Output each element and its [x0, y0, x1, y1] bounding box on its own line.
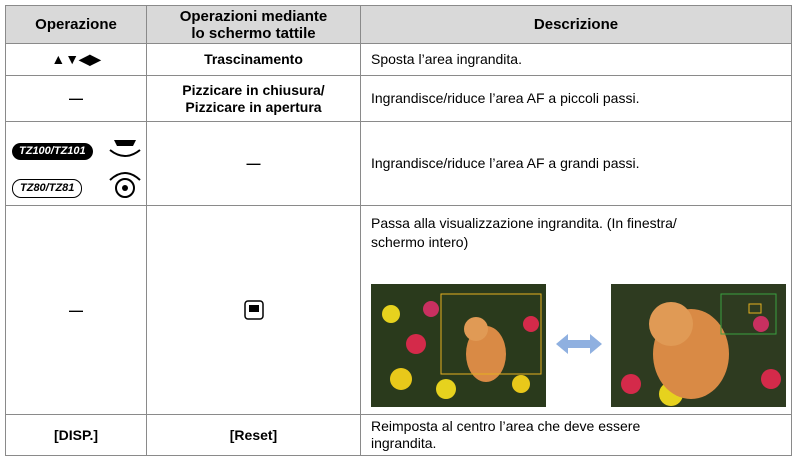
header-cell: Operazione: [5, 5, 147, 44]
header-cell: Descrizione: [360, 5, 792, 44]
model-tag: TZ100/TZ101: [12, 143, 93, 160]
operation: ▲▼◀▶: [5, 43, 147, 76]
description: Ingrandisce/riduce l’area AF a piccoli p…: [360, 75, 792, 122]
description: Sposta l’area ingrandita.: [360, 43, 792, 76]
operation: TZ100/TZ101 TZ80/TZ81: [5, 121, 147, 206]
operation: —: [5, 75, 147, 122]
touch: —: [146, 121, 361, 206]
description: Passa alla visualizzazione ingrandita. (…: [371, 215, 677, 250]
window-icon: [243, 300, 264, 320]
preview-images: [371, 284, 786, 407]
operation: [DISP.]: [5, 414, 147, 456]
touch-icon-cell: [146, 205, 361, 415]
header-cell: Operazioni mediante lo schermo tattile: [146, 5, 361, 44]
dial-icons: [109, 140, 141, 198]
description: Ingrandisce/riduce l’area AF a grandi pa…: [360, 121, 792, 206]
touch: Pizzicare in chiusura/ Pizzicare in aper…: [146, 75, 361, 122]
operation: —: [5, 205, 147, 415]
description: Reimposta al centro l’area che deve esse…: [360, 414, 792, 456]
touch: Trascinamento: [146, 43, 361, 76]
touch: [Reset]: [146, 414, 361, 456]
model-tag: TZ80/TZ81: [12, 179, 83, 198]
description-cell: Passa alla visualizzazione ingrandita. (…: [360, 205, 792, 415]
